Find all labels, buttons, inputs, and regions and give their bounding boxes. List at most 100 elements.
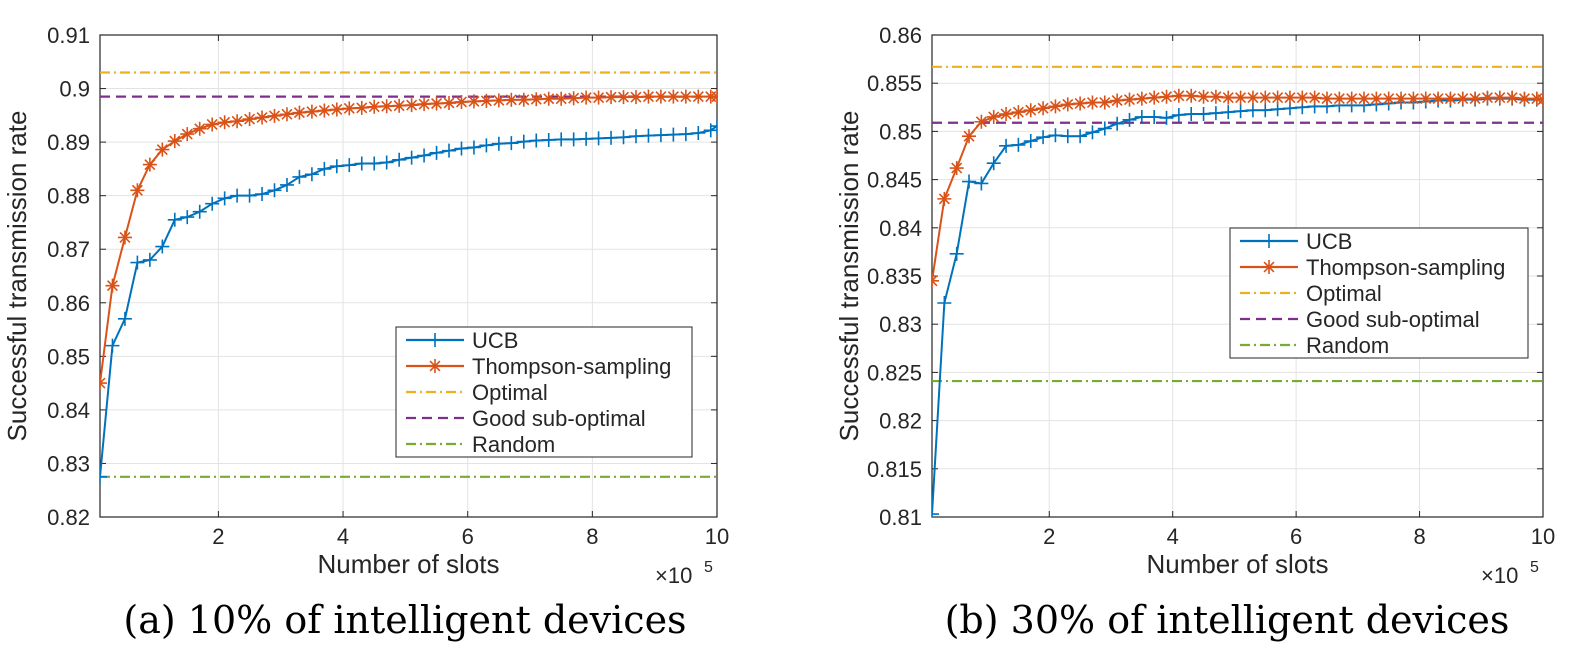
- data-point-thompson-sampling: [442, 96, 457, 111]
- y-tick-label: 0.85: [879, 119, 922, 144]
- x-axis-label: Number of slots: [317, 549, 499, 579]
- y-tick-label: 0.88: [47, 184, 90, 209]
- legend-label-thompson-sampling: Thompson-sampling: [472, 354, 671, 379]
- data-point-thompson-sampling: [267, 108, 282, 123]
- data-point-thompson-sampling: [1431, 91, 1446, 106]
- data-point-thompson-sampling: [1480, 90, 1495, 105]
- data-point-thompson-sampling: [1369, 91, 1384, 106]
- data-point-ucb: [516, 134, 531, 149]
- data-point-thompson-sampling: [354, 100, 369, 115]
- data-point-thompson-sampling: [217, 115, 232, 130]
- data-point-thompson-sampling: [100, 376, 107, 391]
- data-point-ucb: [317, 161, 332, 176]
- data-point-ucb: [1221, 105, 1236, 120]
- data-point-ucb: [653, 128, 668, 143]
- axes-box: [99, 34, 718, 518]
- chart-panel-b: 0.81 0.815 0.82 0.825 0.83 0.835 0.84 0.845 0.85…: [834, 23, 1555, 588]
- x-tick-label: 4: [1167, 524, 1179, 549]
- data-point-thompson-sampling: [1085, 95, 1100, 110]
- data-point-ucb: [678, 127, 693, 142]
- y-tick-label: 0.89: [47, 130, 90, 155]
- data-point-thompson-sampling: [1468, 91, 1483, 106]
- data-point-thompson-sampling: [242, 112, 257, 127]
- data-point-ucb: [1171, 108, 1186, 123]
- data-point-ucb: [267, 183, 282, 198]
- legend-label-good-sub-optimal: Good sub-optimal: [472, 406, 646, 431]
- data-point-ucb: [100, 469, 107, 484]
- data-point-ucb: [641, 128, 656, 143]
- data-point-ucb: [379, 155, 394, 170]
- data-point-thompson-sampling: [1097, 95, 1112, 110]
- data-point-ucb: [479, 138, 494, 153]
- data-point-ucb: [367, 156, 382, 171]
- data-point-ucb: [949, 246, 964, 261]
- data-point-thompson-sampling: [1357, 91, 1372, 106]
- data-point-thompson-sampling: [1134, 91, 1149, 106]
- data-point-thompson-sampling: [999, 107, 1014, 122]
- y-tick-label: 0.86: [47, 291, 90, 316]
- y-tick-label: 0.83: [47, 451, 90, 476]
- data-point-ucb: [404, 150, 419, 165]
- legend-label-good-sub-optimal: Good sub-optimal: [1306, 307, 1480, 332]
- data-point-ucb: [117, 311, 132, 326]
- data-point-thompson-sampling: [367, 99, 382, 114]
- data-point-ucb: [1233, 104, 1248, 119]
- data-point-ucb: [1011, 137, 1026, 152]
- x-tick-label: 8: [586, 524, 598, 549]
- data-point-ucb: [466, 140, 481, 155]
- data-point-thompson-sampling: [454, 94, 469, 109]
- legend-box: [1229, 227, 1529, 359]
- data-point-thompson-sampling: [1270, 90, 1285, 105]
- data-point-thompson-sampling: [230, 114, 245, 129]
- data-point-thompson-sampling: [180, 127, 195, 142]
- data-point-thompson-sampling: [678, 89, 693, 104]
- data-point-ucb: [304, 167, 319, 182]
- data-point-ucb: [442, 143, 457, 158]
- x-tick-label: 10: [1531, 524, 1555, 549]
- data-point-thompson-sampling: [1159, 89, 1174, 104]
- x-tick-label: 6: [462, 524, 474, 549]
- data-point-ucb: [932, 507, 939, 517]
- data-point-ucb: [392, 152, 407, 167]
- data-point-thompson-sampling: [1011, 105, 1026, 120]
- data-point-ucb: [329, 159, 344, 174]
- data-point-thompson-sampling: [117, 230, 132, 245]
- data-point-thompson-sampling: [516, 92, 531, 107]
- caption-b: (b) 30% of intelligent devices: [944, 598, 1510, 642]
- legend-label-optimal: Optimal: [472, 380, 548, 405]
- y-tick-label: 0.86: [879, 23, 922, 48]
- y-tick-label: 0.83: [879, 312, 922, 337]
- data-point-thompson-sampling: [986, 109, 1001, 124]
- y-tick-label: 0.85: [47, 344, 90, 369]
- data-point-thompson-sampling: [317, 103, 332, 118]
- x-tick-label: 6: [1290, 524, 1302, 549]
- data-point-ucb: [591, 131, 606, 146]
- data-point-ucb: [217, 191, 232, 206]
- data-point-thompson-sampling: [479, 93, 494, 108]
- data-point-ucb: [155, 239, 170, 254]
- data-point-thompson-sampling: [1418, 91, 1433, 106]
- data-point-ucb: [691, 126, 706, 141]
- data-point-ucb: [255, 187, 270, 202]
- data-point-thompson-sampling: [417, 97, 432, 112]
- data-point-thompson-sampling: [1036, 101, 1051, 116]
- data-point-thompson-sampling: [1443, 91, 1458, 106]
- data-point-thompson-sampling: [666, 89, 681, 104]
- data-point-thompson-sampling: [949, 161, 964, 176]
- data-point-thompson-sampling: [466, 94, 481, 109]
- data-point-thompson-sampling: [1529, 91, 1543, 106]
- y-tick-label: 0.835: [867, 264, 922, 289]
- data-point-ucb: [604, 130, 619, 145]
- data-point-ucb: [130, 255, 145, 270]
- data-point-thompson-sampling: [653, 89, 668, 104]
- y-tick-label: 0.855: [867, 71, 922, 96]
- data-point-thompson-sampling: [1208, 89, 1223, 104]
- data-point-thompson-sampling: [491, 93, 506, 108]
- data-point-ucb: [1122, 112, 1137, 127]
- data-point-thompson-sampling: [554, 91, 569, 106]
- legend-marker-ucb: [1262, 234, 1276, 248]
- data-point-thompson-sampling: [1406, 91, 1421, 106]
- data-point-thompson-sampling: [604, 90, 619, 105]
